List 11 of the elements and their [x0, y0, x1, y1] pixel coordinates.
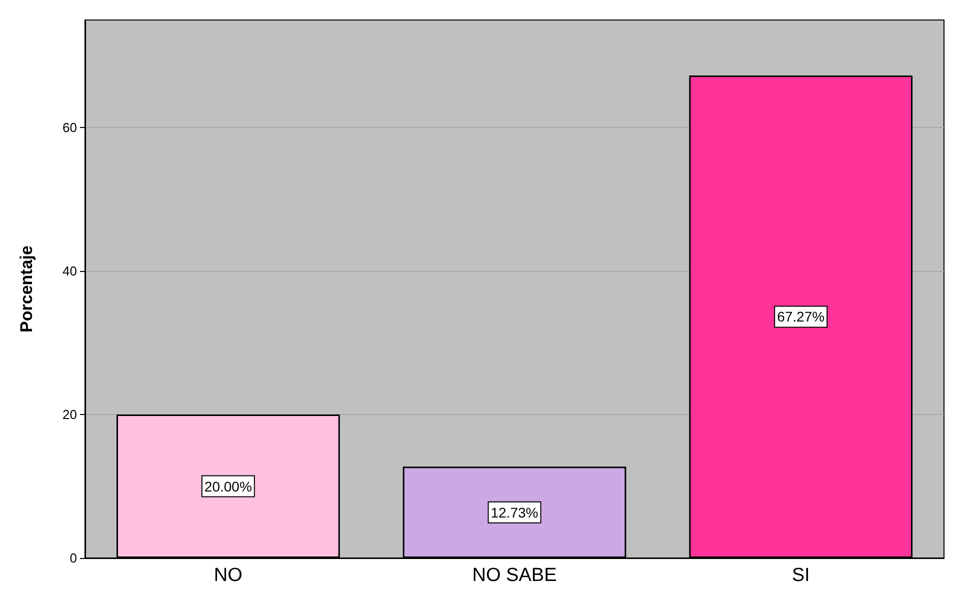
data-label: 12.73%	[490, 504, 538, 520]
y-axis-title: Porcentaje	[17, 246, 36, 332]
x-tick-label: SI	[792, 565, 810, 586]
data-label: 67.27%	[777, 308, 825, 325]
data-label: 20.00%	[204, 478, 252, 494]
y-tick-label: 0	[70, 550, 77, 566]
y-tick-label: 60	[62, 120, 77, 136]
y-tick-label: 20	[62, 407, 77, 422]
x-tick-label: NO	[214, 565, 242, 586]
x-tick-label: NO SABE	[472, 565, 557, 586]
y-tick-label: 40	[62, 264, 77, 279]
